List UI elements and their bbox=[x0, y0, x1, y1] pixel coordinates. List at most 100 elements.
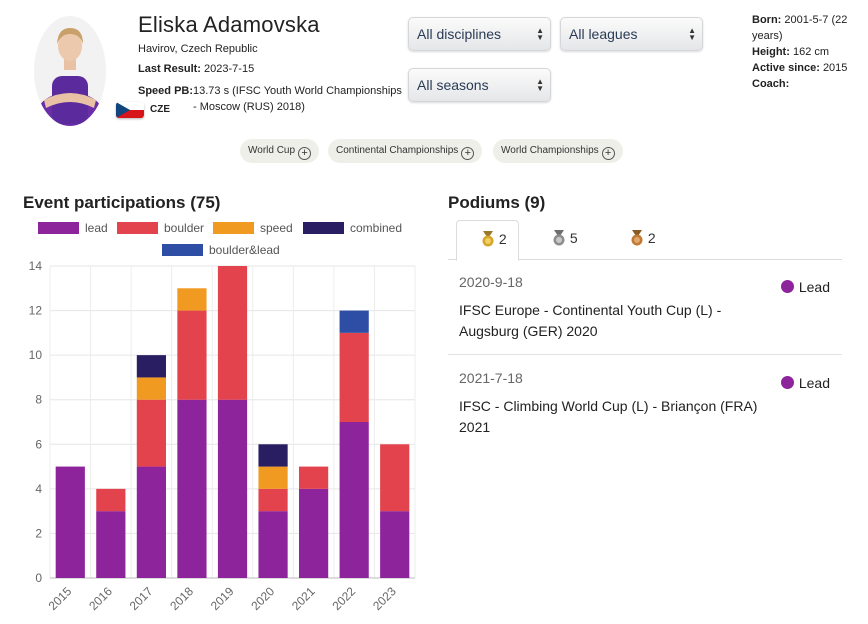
x-tick-label: 2021 bbox=[289, 584, 318, 613]
lead-dot-icon bbox=[780, 376, 794, 389]
active-row: Active since: 2015 bbox=[752, 60, 862, 76]
divider bbox=[448, 354, 842, 355]
bar-segment bbox=[55, 466, 85, 578]
x-tick-label: 2015 bbox=[46, 584, 75, 613]
czech-flag-icon bbox=[116, 102, 144, 118]
legend-label: boulder bbox=[164, 221, 205, 235]
bar-segment bbox=[96, 511, 126, 578]
coach-row: Coach: bbox=[752, 76, 862, 92]
chip-world-cup[interactable]: World Cup + bbox=[240, 139, 320, 163]
legend-item-speed[interactable]: speed bbox=[213, 221, 293, 235]
tab-gold-count: 2 bbox=[498, 231, 507, 247]
speed-pb-value: 13.73 s (IFSC Youth World Championships … bbox=[193, 85, 402, 113]
podiums-title: Podiums (9) bbox=[448, 193, 546, 212]
legend-item-boulder[interactable]: boulder bbox=[117, 221, 204, 235]
lead-dot-icon bbox=[780, 280, 794, 293]
bar-segment bbox=[177, 399, 207, 578]
discipline-tag: Lead bbox=[780, 375, 830, 391]
tab-bronze[interactable]: 2 bbox=[614, 220, 674, 260]
discipline-select-value: All disciplines bbox=[417, 26, 502, 42]
bar-segment bbox=[136, 355, 166, 378]
bar-segment bbox=[299, 488, 329, 578]
legend-swatch bbox=[117, 222, 158, 234]
bar-segment bbox=[177, 310, 207, 400]
legend-label: combined bbox=[350, 221, 403, 235]
x-tick-label: 2018 bbox=[167, 584, 196, 613]
bar-segment bbox=[299, 466, 329, 489]
bar-segment bbox=[177, 288, 207, 311]
last-result: Last Result: 2023-7-15 bbox=[138, 63, 254, 75]
height-row: Height: 162 cm bbox=[752, 44, 862, 60]
legend-item-lead[interactable]: lead bbox=[38, 221, 108, 235]
podium-title: IFSC Europe - Continental Youth Cup (L) … bbox=[459, 302, 722, 339]
y-tick-label: 14 bbox=[29, 259, 43, 273]
bar-segment bbox=[217, 399, 248, 578]
active-label: Active since: bbox=[752, 62, 820, 74]
plus-circle-icon: + bbox=[298, 147, 312, 160]
bar-segment bbox=[136, 399, 166, 467]
chip-label: World Cup bbox=[248, 145, 296, 156]
season-select[interactable]: All seasons ▲ ▼ bbox=[408, 68, 551, 102]
x-tick-label: 2019 bbox=[208, 584, 237, 613]
speed-pb: Speed PB: 13.73 s (IFSC Youth World Cham… bbox=[138, 83, 408, 113]
y-tick-label: 2 bbox=[35, 526, 42, 540]
select-arrows-icon: ▲ ▼ bbox=[536, 26, 544, 42]
league-select[interactable]: All leagues ▲ ▼ bbox=[560, 17, 703, 51]
podium-item[interactable]: 2021-7-18 IFSC - Climbing World Cup (L) … bbox=[448, 358, 842, 450]
speed-pb-label: Speed PB: bbox=[138, 85, 194, 97]
chip-continental-championships[interactable]: Continental Championships + bbox=[328, 139, 483, 163]
legend-label: lead bbox=[85, 221, 108, 235]
silver-medal-icon bbox=[553, 230, 565, 246]
tab-silver[interactable]: 5 bbox=[536, 220, 596, 260]
athlete-info: Born: 2001-5-7 (22 years) Height: 162 cm… bbox=[752, 12, 862, 92]
legend-item-boulder-lead[interactable]: boulder&lead bbox=[162, 243, 280, 257]
chip-world-championships[interactable]: World Championships + bbox=[493, 139, 623, 163]
active-value: 2015 bbox=[822, 62, 848, 74]
bar-segment bbox=[258, 511, 288, 578]
podium-title: IFSC - Climbing World Cup (L) - Briançon… bbox=[459, 398, 758, 435]
legend-item-combined[interactable]: combined bbox=[303, 221, 402, 235]
bar-segment bbox=[339, 332, 369, 422]
height-value: 162 cm bbox=[792, 46, 830, 58]
y-tick-label: 0 bbox=[35, 571, 42, 585]
last-result-value: 2023-7-15 bbox=[204, 63, 255, 75]
born-value: 2001-5-7 (22 years) bbox=[752, 14, 848, 42]
discipline-label: Lead bbox=[798, 375, 830, 391]
bar-segment bbox=[136, 466, 166, 578]
bar-segment bbox=[136, 377, 166, 400]
legend-label: boulder&lead bbox=[209, 243, 280, 257]
x-tick-label: 2022 bbox=[330, 584, 359, 613]
born-row: Born: 2001-5-7 (22 years) bbox=[752, 12, 862, 44]
y-tick-label: 8 bbox=[35, 393, 42, 407]
discipline-tag: Lead bbox=[780, 279, 830, 295]
podium-item[interactable]: 2020-9-18 IFSC Europe - Continental Yout… bbox=[448, 262, 842, 354]
bar-segment bbox=[339, 310, 369, 333]
podium-date: 2020-9-18 bbox=[459, 274, 523, 290]
bar-segment bbox=[96, 488, 126, 512]
bar-segment bbox=[258, 488, 288, 512]
bar-segment bbox=[339, 422, 369, 578]
legend-swatch bbox=[38, 222, 79, 234]
bronze-medal-icon bbox=[631, 230, 643, 246]
x-tick-label: 2017 bbox=[127, 584, 156, 613]
tab-silver-count: 5 bbox=[569, 230, 578, 246]
discipline-select[interactable]: All disciplines ▲ ▼ bbox=[408, 17, 551, 51]
country-code: CZE bbox=[150, 104, 170, 115]
chip-label: Continental Championships bbox=[336, 145, 459, 156]
x-tick-label: 2016 bbox=[86, 584, 115, 613]
podium-tabs: 2 5 2 bbox=[448, 220, 842, 261]
x-tick-label: 2023 bbox=[370, 584, 399, 613]
bar-segment bbox=[380, 444, 410, 512]
athlete-photo bbox=[36, 28, 104, 126]
coach-label: Coach: bbox=[752, 78, 790, 90]
y-tick-label: 4 bbox=[35, 482, 42, 496]
x-tick-label: 2020 bbox=[248, 584, 277, 613]
select-arrows-icon: ▲ ▼ bbox=[536, 77, 544, 93]
podium-date: 2021-7-18 bbox=[459, 370, 523, 386]
athlete-hometown: Havirov, Czech Republic bbox=[138, 43, 258, 55]
legend-swatch bbox=[162, 244, 203, 256]
tab-bronze-count: 2 bbox=[647, 230, 656, 246]
y-tick-label: 6 bbox=[35, 437, 42, 451]
tab-gold[interactable]: 2 bbox=[456, 220, 519, 261]
participations-chart: 0 2 4 6 8 10 12 14 2015 2016 2017 2018 2019 2020 2021 2… bbox=[29, 259, 416, 613]
